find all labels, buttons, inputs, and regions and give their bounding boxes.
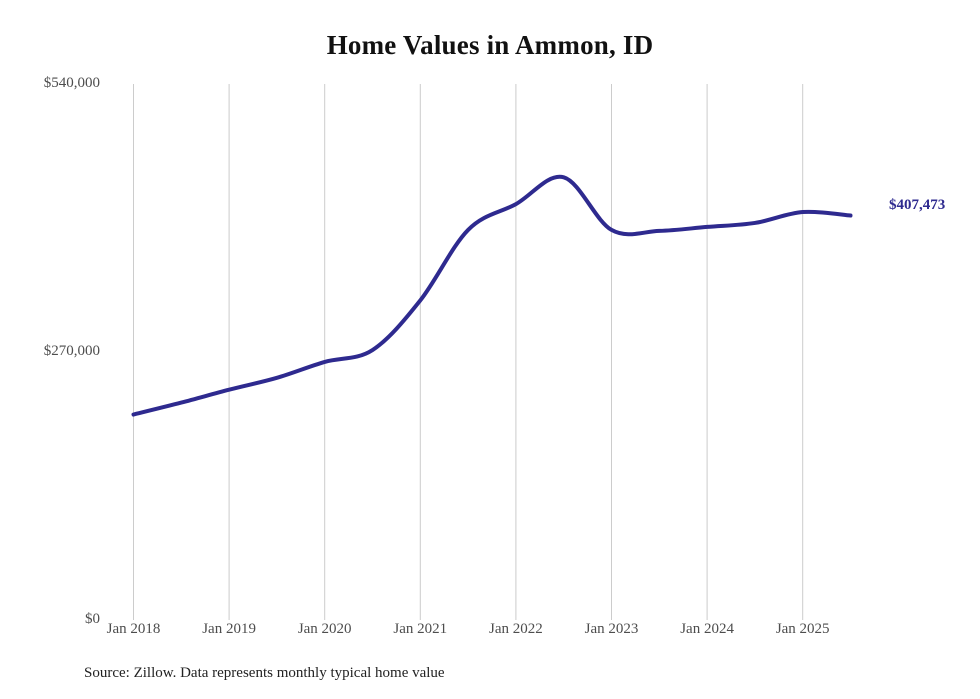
x-axis-tick-label: Jan 2020 — [297, 621, 352, 637]
x-axis-tick-label: Jan 2018 — [106, 621, 161, 637]
x-axis-tick-label: Jan 2019 — [202, 621, 256, 637]
value-line-path — [131, 174, 853, 417]
x-axis-tick-label: Jan 2024 — [680, 621, 734, 637]
x-axis-tick-label: Jan 2022 — [489, 621, 543, 637]
page-title: Home Values in Ammon, ID — [326, 30, 654, 60]
x-axis-tick-label: Jan 2023 — [584, 621, 639, 637]
y-axis-tick-label: $270,000 — [43, 343, 100, 359]
y-axis-tick-label: $0 — [85, 611, 100, 627]
y-axis-tick-label: $540,000 — [43, 75, 100, 91]
end-value-label: $407,473 — [889, 197, 946, 213]
vertical-gridlines — [133, 84, 804, 620]
x-axis-tick-label: Jan 2025 — [775, 621, 830, 637]
source-note: Source: Zillow. Data represents monthly … — [84, 665, 445, 681]
x-axis-tick-label: Jan 2021 — [393, 621, 448, 637]
